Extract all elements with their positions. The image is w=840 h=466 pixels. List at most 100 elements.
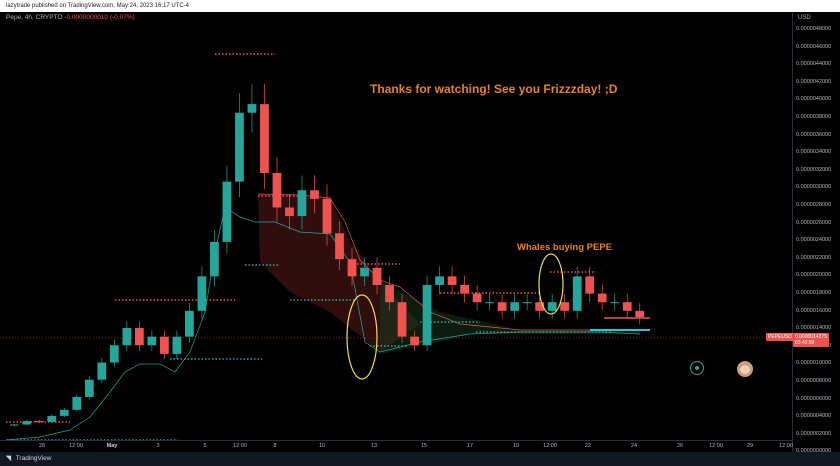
candle-body xyxy=(472,293,482,303)
time-tick: 12:00 xyxy=(233,443,247,449)
last-price-value: 0.0000014275 xyxy=(795,334,827,340)
time-tick: 24 xyxy=(630,443,638,449)
last-price-symbol: PEPEUSD xyxy=(768,334,792,340)
time-tick: 28 xyxy=(38,443,46,449)
time-tick: 19 xyxy=(512,443,520,449)
candle-body xyxy=(347,259,357,277)
candles xyxy=(9,83,645,427)
candle-body xyxy=(397,302,407,337)
candle-body xyxy=(572,276,582,311)
candle-body xyxy=(547,302,557,311)
time-axis[interactable]: 28 12:00 May 3 5 12:00 8 10 13 15 17 19 12:00 22 24 26 1… xyxy=(0,440,793,453)
candle-body xyxy=(272,173,282,208)
price-tick: 0.0000002000 xyxy=(796,430,832,437)
price-tick: 0.0000016000 xyxy=(796,307,832,314)
candle-body xyxy=(185,310,194,337)
whales-annotation: Whales buying PEPE xyxy=(517,242,613,253)
price-tick: 0.0000040000 xyxy=(796,96,832,103)
time-tick: 22 xyxy=(584,443,592,449)
candle-body xyxy=(260,104,269,174)
candle-countdown: 03:42:58 xyxy=(795,340,815,346)
candle-body xyxy=(34,421,44,423)
candle-body xyxy=(222,181,232,242)
candle-body xyxy=(610,302,620,304)
highlight-ellipse-2 xyxy=(538,253,564,315)
symbol-label: Pepe, 4h, CRYPTO xyxy=(6,14,63,21)
time-tick: 3 xyxy=(156,443,160,449)
time-tick: 29 xyxy=(746,443,754,449)
candle-body xyxy=(410,336,419,346)
candle-body xyxy=(335,233,344,260)
candle-body xyxy=(134,328,144,346)
candle-body xyxy=(197,276,207,311)
brand-name: TradingView xyxy=(15,455,52,462)
time-tick: 12:00 xyxy=(543,443,557,449)
price-tick: 0.0000014000 xyxy=(796,325,832,332)
candle-body xyxy=(585,276,595,294)
price-change: -0.0000000010 (-0.07%) xyxy=(64,14,135,21)
currency-label: USD xyxy=(798,15,811,21)
tradingview-logo-icon: ◥ xyxy=(6,455,11,462)
candle-body xyxy=(172,336,182,354)
candle-body xyxy=(510,302,520,311)
candle-body xyxy=(322,198,332,234)
candle-body xyxy=(210,241,219,277)
candle-body xyxy=(59,409,69,416)
candle-body xyxy=(497,302,507,311)
candle-body xyxy=(47,415,57,422)
publish-header: lazytrade published on TradingView.com, … xyxy=(0,0,840,12)
candle-body xyxy=(535,302,545,311)
candle-body xyxy=(522,302,532,304)
price-tick: 0.0000048000 xyxy=(796,26,832,32)
monkey-emoji-icon xyxy=(737,361,753,377)
candle-body xyxy=(247,104,257,113)
green-circle-icon[interactable] xyxy=(690,361,704,375)
last-price-badge: PEPEUSD xyxy=(766,333,794,341)
candle-body xyxy=(159,336,169,354)
candle-body xyxy=(560,302,570,311)
candle-body xyxy=(22,421,32,425)
time-tick: 10 xyxy=(318,443,326,449)
candle-body xyxy=(422,284,432,346)
candle-body xyxy=(122,328,132,346)
price-chart[interactable] xyxy=(0,12,792,440)
time-tick: 8 xyxy=(273,443,277,449)
price-tick: 0.0000024000 xyxy=(796,237,832,244)
time-tick: 12:00 xyxy=(709,443,723,449)
price-tick: 0.0000020000 xyxy=(796,272,832,279)
symbol-info[interactable]: Pepe, 4h, CRYPTO -0.0000000010 (-0.07%) xyxy=(6,14,135,21)
footer: ◥ TradingView xyxy=(0,452,840,466)
price-tick: 0.0000046000 xyxy=(796,43,832,50)
price-axis[interactable]: USD 0.0000048000 0.0000046000 0.0000044000… xyxy=(792,12,840,454)
candle-body xyxy=(485,302,495,304)
candle-body xyxy=(9,424,19,426)
candle-body xyxy=(597,293,607,303)
candle-body xyxy=(235,112,244,182)
bullish-cloud xyxy=(380,280,640,354)
candle-body xyxy=(460,284,469,294)
price-tick: 0.0000044000 xyxy=(796,61,832,68)
candle-body xyxy=(447,276,457,285)
price-tick: 0.0000006000 xyxy=(796,395,832,402)
price-tick: 0.0000034000 xyxy=(796,149,832,156)
bearish-cloud xyxy=(258,194,420,352)
candle-body xyxy=(147,336,157,346)
time-tick: 12:00 xyxy=(69,443,83,449)
highlight-ellipse-1 xyxy=(346,294,378,380)
candle-body xyxy=(635,310,645,318)
price-tick: 0.0000036000 xyxy=(796,131,832,138)
time-tick: 5 xyxy=(203,443,207,449)
time-tick: 15 xyxy=(420,443,428,449)
price-tick: 0.0000010000 xyxy=(796,360,832,367)
candle-body xyxy=(385,284,394,303)
candle-body xyxy=(72,396,82,410)
candle-body xyxy=(435,276,444,285)
price-tick: 0.0000008000 xyxy=(796,378,832,384)
candle-body xyxy=(297,190,307,217)
candle-body xyxy=(622,302,632,311)
price-tick: 0.0000030000 xyxy=(796,184,832,191)
time-tick: 26 xyxy=(676,443,684,449)
thanks-annotation: Thanks for watching! See you Frizzzday! … xyxy=(370,82,618,96)
candle-body xyxy=(84,379,94,397)
price-tick: 0.0000022000 xyxy=(796,254,832,261)
